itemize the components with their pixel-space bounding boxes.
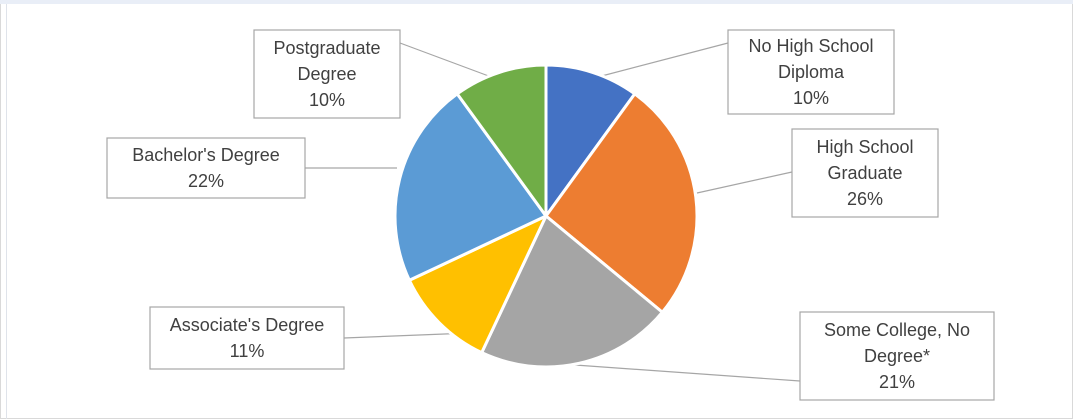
callout-box-1 [791,128,939,218]
callout-5: Postgraduate Degree 10% [253,29,401,119]
callout-label-line-2: Degree* [864,346,930,366]
leader-line-0 [593,42,729,79]
pie-slice-4 [393,92,548,282]
callout-percent-1: 26% [847,189,883,209]
callout-1: High School Graduate 26% [791,128,939,218]
pie-slice-3 [407,214,548,355]
callout-box-3 [149,306,345,370]
callout-box-2 [799,311,995,401]
chart-left-border [6,4,7,419]
leader-line-2 [574,364,801,382]
callout-box-0 [727,29,895,115]
callout-percent-2: 21% [879,372,915,392]
callout-label-line-5: Degree [297,64,356,84]
pie-slice-2 [480,214,664,369]
callout-percent-5: 10% [309,90,345,110]
leader-line-3 [343,332,471,339]
leader-line-1 [696,171,793,194]
callout-4: Bachelor's Degree 22% [106,137,306,199]
callout-percent-0: 10% [793,88,829,108]
callout-label-line-4: Bachelor's Degree [132,145,280,165]
pie-slice-0 [544,63,637,218]
callout-label-line-0: No High School [748,36,873,56]
callout-percent-3: 11% [230,341,265,361]
callout-label-line-2: Some College, No [824,320,970,340]
callout-label-line-0: Diploma [778,62,845,82]
callout-label-line-3: Associate's Degree [170,315,325,335]
callout-label-line-1: Graduate [827,163,902,183]
callout-box-5 [253,29,401,119]
pie-slice-1 [544,92,699,314]
callout-2: Some College, No Degree* 21% [799,311,995,401]
callout-0: No High School Diploma 10% [727,29,895,115]
chart-top-border [0,0,1073,4]
callout-percent-4: 22% [188,171,224,191]
callout-box-4 [106,137,306,199]
callout-3: Associate's Degree 11% [149,306,345,370]
pie-slice-5 [455,63,548,218]
callout-label-line-5: Postgraduate [273,38,380,58]
leader-line-5 [399,42,495,79]
callout-label-line-1: High School [816,137,913,157]
